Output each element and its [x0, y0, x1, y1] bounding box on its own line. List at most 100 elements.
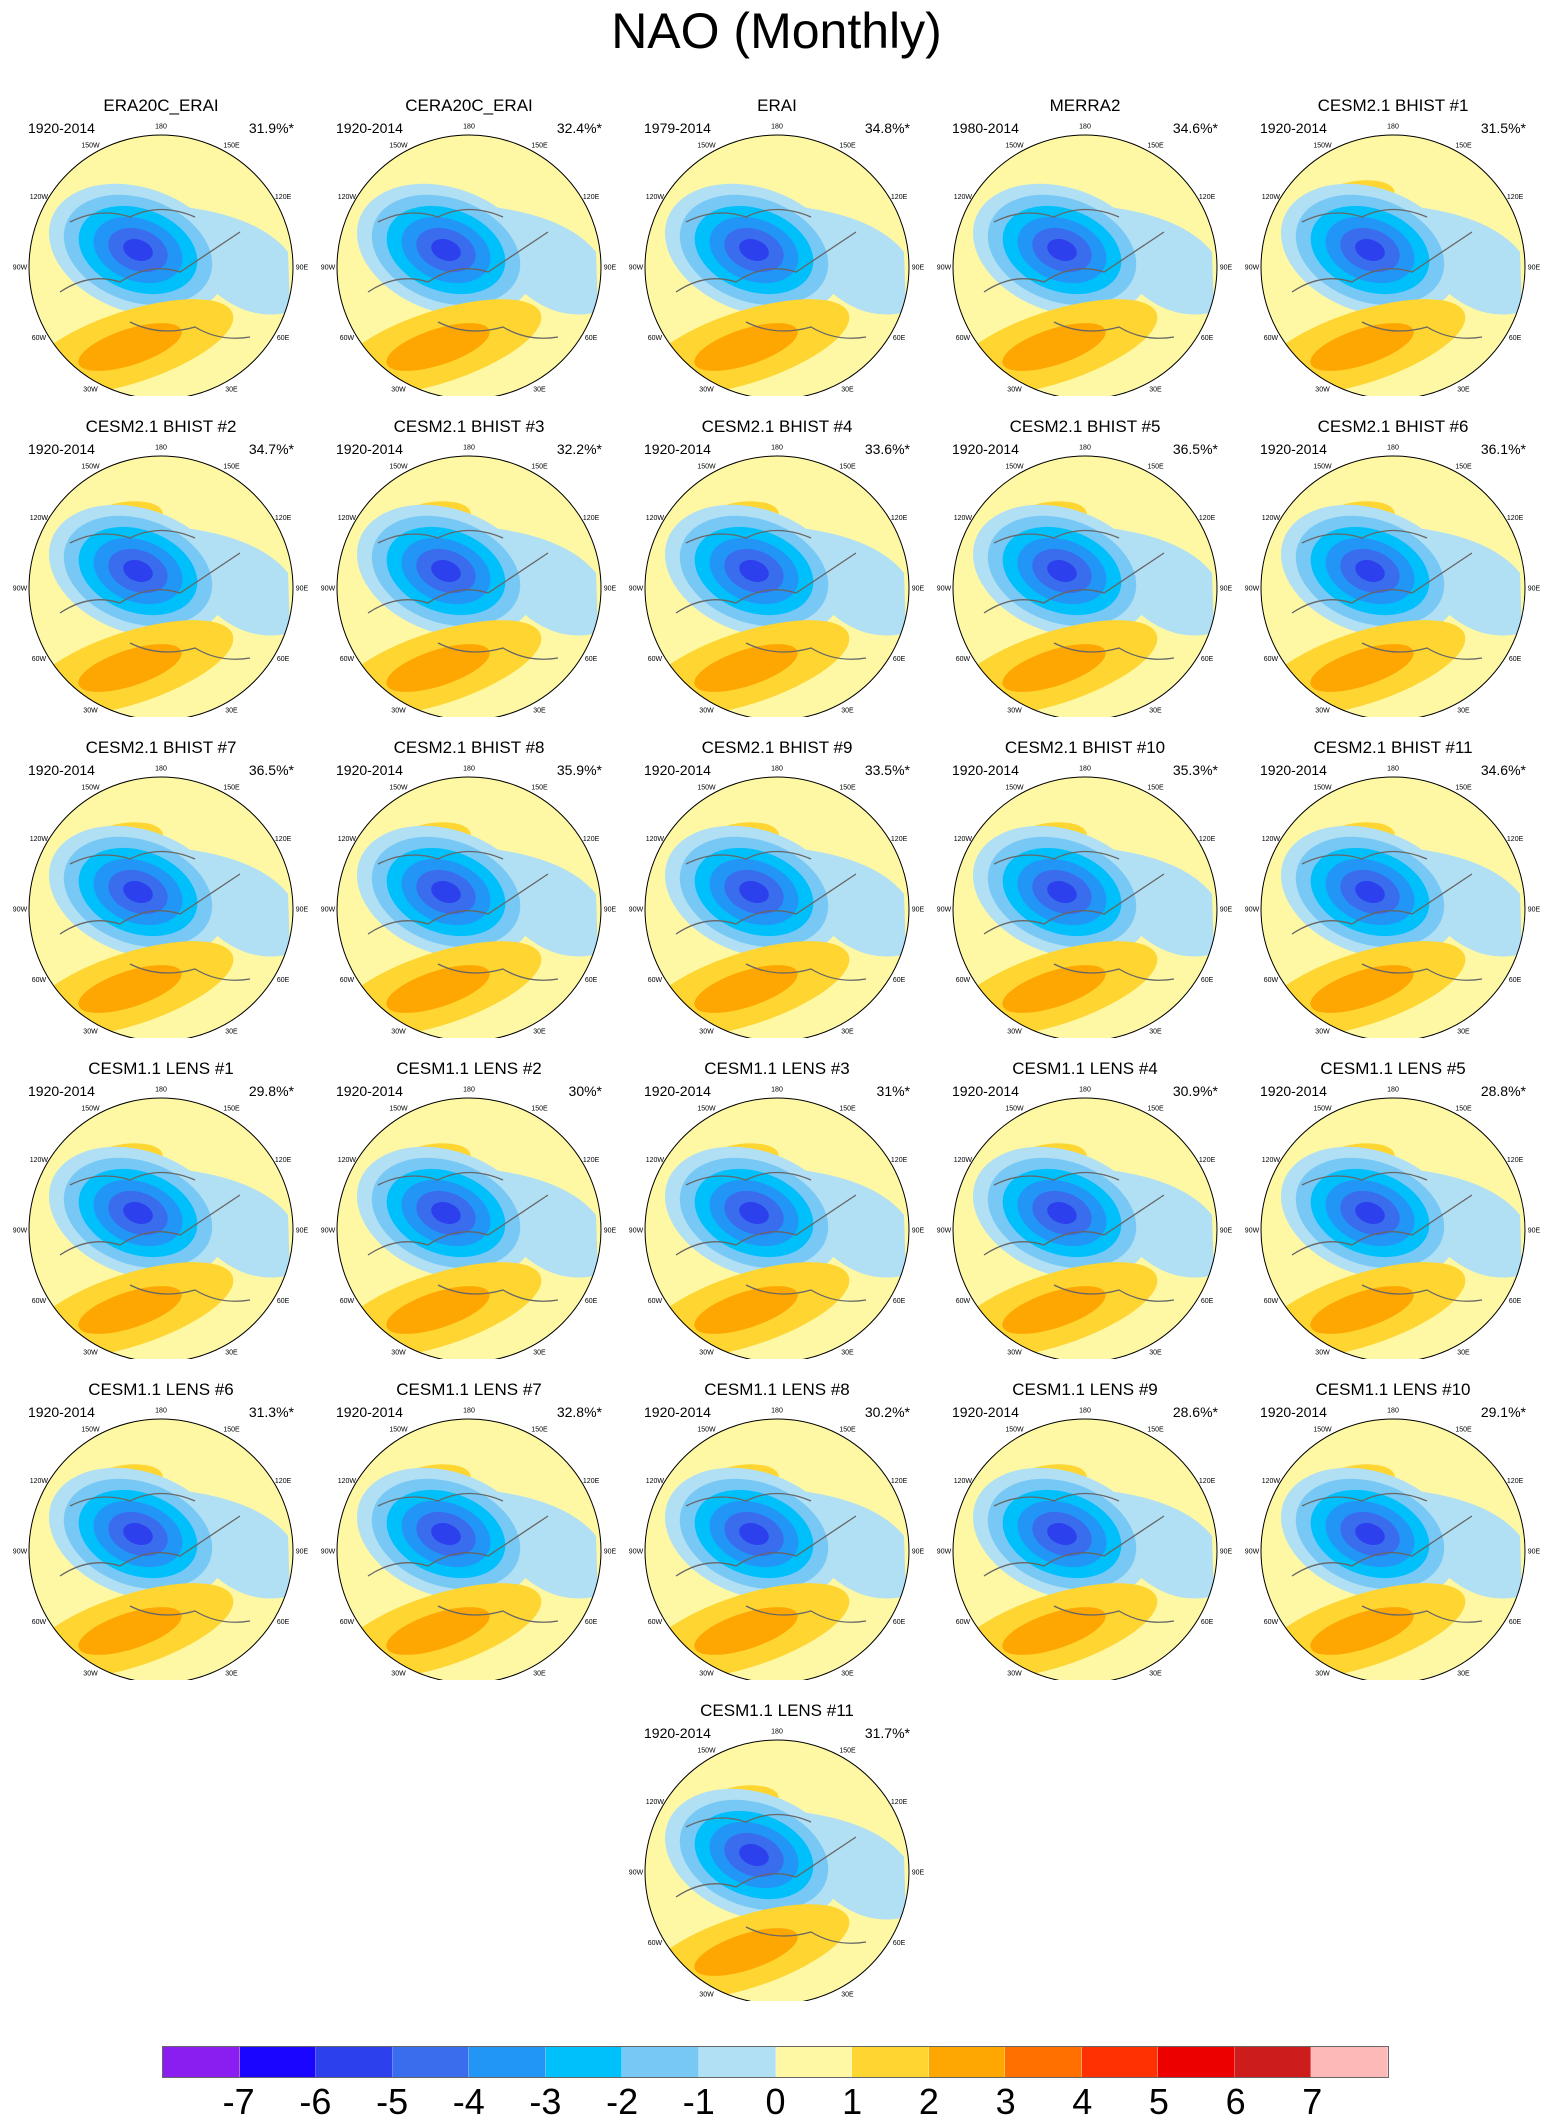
longitude-label: 180 [463, 766, 475, 773]
longitude-label: 30W [391, 1029, 406, 1036]
panel-title: CESM1.1 LENS #9 [1012, 1380, 1158, 1399]
panel-variance-percent: 33.5%* [864, 762, 910, 778]
map-panel: CESM1.1 LENS #9 1920-2014 28.6%* 180 150E 120… [934, 1380, 1236, 1680]
longitude-label: 60E [277, 656, 290, 663]
atlantic-positive-contour [1002, 323, 1106, 371]
polar-map: 180150E120E90E60E30E030W60W90W120W150W [13, 445, 309, 717]
longitude-label: 180 [155, 124, 167, 131]
longitude-label: 30W [699, 387, 714, 394]
polar-map: 180150E120E90E60E30E030W60W90W120W150W [629, 766, 925, 1038]
atlantic-positive-contour [694, 323, 798, 371]
longitude-label: 90W [937, 1549, 952, 1556]
longitude-label: 90E [1528, 265, 1541, 272]
polar-map: 180150E120E90E60E30E030W60W90W120W150W [321, 445, 617, 717]
longitude-label: 60E [893, 1940, 906, 1947]
map-panel: CESM1.1 LENS #10 1920-2014 29.1%* 180 150E 12… [1242, 1380, 1544, 1680]
colorbar-swatch [852, 2047, 929, 2077]
longitude-label: 150W [697, 1426, 716, 1433]
longitude-label: 60W [1264, 977, 1279, 984]
longitude-label: 60W [1264, 1298, 1279, 1305]
longitude-label: 180 [771, 1087, 783, 1094]
longitude-label: 30E [533, 1671, 546, 1678]
longitude-label: 60E [1201, 335, 1214, 342]
panel-title: ERAI [757, 96, 797, 115]
longitude-label: 90E [296, 1228, 309, 1235]
map-panel: CESM1.1 LENS #8 1920-2014 30.2%* 180 150E 120… [626, 1380, 928, 1680]
longitude-label: 150E [223, 1426, 240, 1433]
panel-variance-percent: 32.4%* [556, 120, 602, 136]
longitude-label: 120W [646, 194, 665, 201]
arctic-negative-contour [431, 1522, 461, 1546]
longitude-label: 60W [32, 977, 47, 984]
arctic-negative-contour [1355, 559, 1385, 583]
panel-period: 1920-2014 [336, 1083, 403, 1099]
polar-map: 180150E120E90E60E30E030W60W90W120W150W [629, 1729, 925, 2001]
polar-map: 180150E120E90E60E30E030W60W90W120W150W [629, 1408, 925, 1680]
longitude-label: 60W [32, 335, 47, 342]
longitude-label: 60E [1509, 335, 1522, 342]
longitude-label: 150E [839, 1747, 856, 1754]
longitude-label: 90E [604, 1228, 617, 1235]
atlantic-positive-contour [78, 644, 182, 692]
colorbar-swatch [1005, 2047, 1082, 2077]
longitude-label: 150E [1455, 463, 1472, 470]
panel-period: 1920-2014 [644, 762, 711, 778]
map-panel: CESM2.1 BHIST #2 1920-2014 34.7%* 180 150E 12… [10, 417, 312, 717]
longitude-label: 30W [1315, 387, 1330, 394]
colorbar-tick-label: -3 [529, 2081, 562, 2122]
map-boundary [336, 455, 602, 717]
longitude-label: 120E [275, 194, 292, 201]
panel-period: 1920-2014 [1260, 120, 1327, 136]
polar-map: 180150E120E90E60E30E030W60W90W120W150W [321, 1408, 617, 1680]
longitude-label: 60W [340, 977, 355, 984]
longitude-label: 60W [1264, 1619, 1279, 1626]
longitude-label: 90W [1245, 1549, 1260, 1556]
map-boundary [336, 134, 602, 396]
longitude-label: 120E [1507, 1157, 1524, 1164]
atlantic-positive-contour [1310, 323, 1414, 371]
panel-title: CESM2.1 BHIST #4 [701, 417, 853, 436]
coastline [675, 1813, 867, 1944]
coastline [1291, 1171, 1483, 1302]
coastline [983, 1492, 1175, 1623]
longitude-label: 90E [604, 907, 617, 914]
longitude-label: 30E [533, 387, 546, 394]
panel-period: 1920-2014 [952, 762, 1019, 778]
coastline [367, 1492, 559, 1623]
polar-map: 180150E120E90E60E30E030W60W90W120W150W [13, 124, 309, 396]
longitude-label: 120W [1262, 1478, 1281, 1485]
longitude-label: 180 [771, 766, 783, 773]
longitude-label: 120E [583, 1157, 600, 1164]
longitude-label: 60E [893, 335, 906, 342]
longitude-label: 180 [463, 1408, 475, 1415]
panel-period: 1920-2014 [28, 441, 95, 457]
panel-variance-percent: 30.9%* [1172, 1083, 1218, 1099]
longitude-label: 30E [1457, 1029, 1470, 1036]
panel-title: CESM1.1 LENS #7 [396, 1380, 542, 1399]
panel-variance-percent: 32.2%* [556, 441, 602, 457]
panel-variance-percent: 36.1%* [1480, 441, 1526, 457]
longitude-label: 60E [893, 1619, 906, 1626]
map-boundary [1260, 455, 1526, 717]
longitude-label: 30W [699, 1992, 714, 1999]
longitude-label: 120E [891, 836, 908, 843]
colorbar-swatch [1158, 2047, 1235, 2077]
longitude-label: 180 [155, 1087, 167, 1094]
atlantic-positive-contour [694, 644, 798, 692]
longitude-label: 150W [1313, 142, 1332, 149]
longitude-label: 90E [604, 265, 617, 272]
map-boundary [336, 1097, 602, 1359]
longitude-label: 120E [1199, 194, 1216, 201]
longitude-label: 150W [697, 463, 716, 470]
map-boundary [1260, 1097, 1526, 1359]
longitude-label: 60W [32, 1298, 47, 1305]
longitude-label: 90E [1528, 907, 1541, 914]
atlantic-positive-contour [1310, 965, 1414, 1013]
panel-title: CESM2.1 BHIST #9 [701, 738, 853, 757]
colorbar-tick-label: -6 [299, 2081, 332, 2122]
longitude-label: 60E [277, 1619, 290, 1626]
map-boundary [1260, 776, 1526, 1038]
longitude-label: 30W [83, 387, 98, 394]
map-panel: CESM2.1 BHIST #4 1920-2014 33.6%* 180 150E 12… [626, 417, 928, 717]
longitude-label: 60W [340, 335, 355, 342]
